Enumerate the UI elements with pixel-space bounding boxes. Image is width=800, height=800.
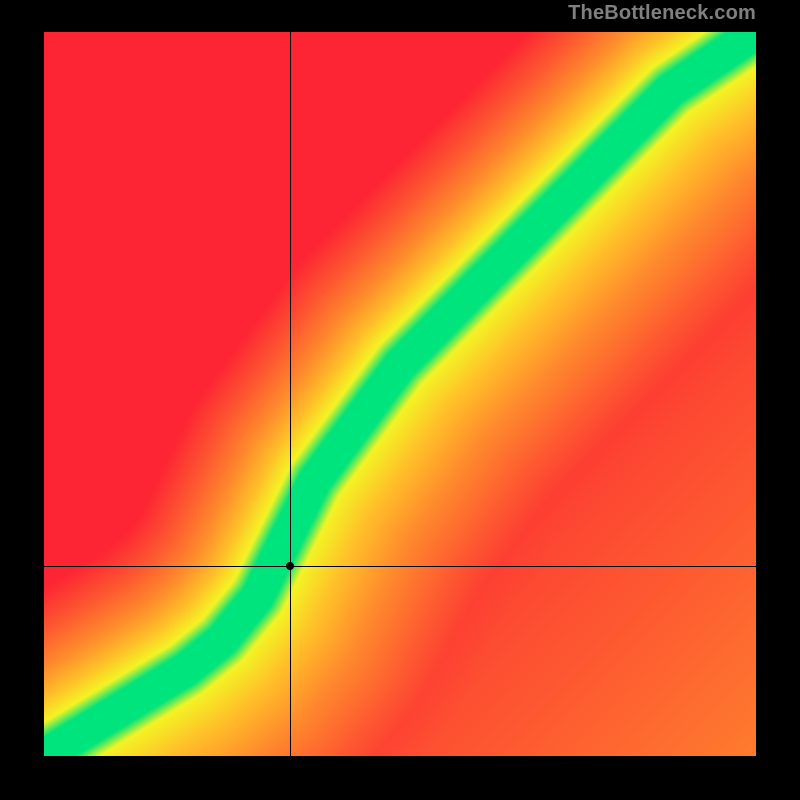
- crosshair-marker: [286, 562, 294, 570]
- watermark-text: TheBottleneck.com: [568, 2, 756, 25]
- crosshair-horizontal: [44, 566, 756, 567]
- heatmap-plot: [44, 32, 756, 756]
- crosshair-vertical: [290, 32, 291, 756]
- heatmap-canvas: [44, 32, 756, 756]
